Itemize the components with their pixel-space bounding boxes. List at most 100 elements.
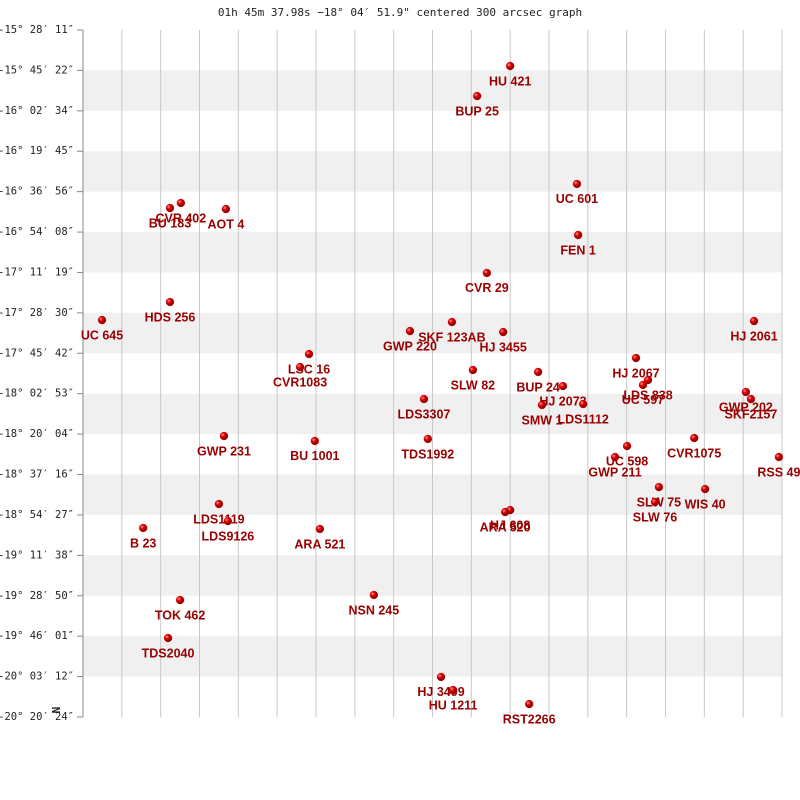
point-label: CVR 29 [465,281,509,295]
y-tick-label: -16° 36′ 56″ [0,186,74,198]
star [448,685,458,695]
point-label: BU 183 [149,216,191,230]
star [622,441,632,451]
y-tick-label: -18° 37′ 16″ [0,469,74,481]
star [774,452,784,462]
star [749,316,759,326]
point-label: TDS2040 [142,646,195,660]
chart-title: 01h 45m 37.98s −18° 04′ 51.9" centered 3… [218,6,582,19]
star [482,268,492,278]
point-label: ARA 521 [294,537,345,551]
y-tick-label: -16° 54′ 08″ [0,226,74,238]
point-label: TDS1992 [401,447,454,461]
y-tick-label: -19° 46′ 01″ [0,630,74,642]
star [573,230,583,240]
star [506,61,515,71]
y-tick-label: -16° 02′ 34″ [0,105,74,117]
star [741,387,751,397]
star [219,431,229,441]
star [610,452,620,462]
point-label: LDS3307 [398,407,451,421]
point-label: RST2266 [503,712,556,726]
star [436,672,446,682]
star [499,327,508,337]
point-label: ARA 520 [480,520,531,534]
point-label: GWP 202 [719,400,773,414]
star [295,362,305,372]
grid: -15° 28′ 11″ -15° 45′ 22″ -16° 02′ 34″ -16°… [0,24,783,723]
point-label: LDS 838 [623,388,672,402]
star [214,499,224,509]
y-tick-label: -17° 45′ 42″ [0,347,74,359]
star [690,433,699,443]
y-tick-label: -20° 20′ 24″ [0,711,74,723]
point-label: HJ 3455 [480,340,527,354]
point-label: AOT 4 [208,217,245,231]
star [139,523,148,533]
star [650,497,660,507]
y-tick-label: -20° 03′ 12″ [0,671,74,683]
star [447,317,457,327]
star [405,326,415,336]
point-label: GWP 211 [588,465,641,479]
y-tick-label: -18° 02′ 53″ [0,388,74,400]
point-label: SMW 1 [522,413,563,427]
point-label: SLW 76 [633,510,678,524]
star [473,91,482,101]
point-label: RSS 49 [757,465,800,479]
star [165,203,175,213]
point-label: SKF 123AB [418,330,485,344]
star [579,399,588,409]
point-label: SLW 82 [451,378,496,392]
y-tick-label: -16° 19′ 45″ [0,145,74,157]
star [315,524,325,534]
point-label: HJ 608 [490,518,530,532]
point-label: HJ 2061 [730,329,777,343]
star [223,516,232,526]
star [165,297,175,307]
star [572,179,582,189]
star [423,434,432,444]
star [746,394,756,404]
star [654,482,664,492]
star [310,436,319,446]
star [638,380,648,390]
point-label: B 23 [130,536,156,550]
point-label: CVR1083 [273,375,327,389]
star [163,633,173,643]
star [533,367,543,377]
star [419,394,429,404]
star [525,699,534,709]
star [97,315,107,325]
star [221,204,231,214]
y-tick-label: -15° 28′ 11″ [0,24,74,36]
point-label: UC 597 [622,393,664,407]
point-label: GWP 231 [197,444,251,458]
star [175,595,185,605]
point-label: LDS1112 [557,412,608,426]
point-label: LDS1119 [193,512,244,526]
y-tick-label: -19° 28′ 50″ [0,590,74,602]
point-label: NSN 245 [348,603,399,617]
point-label: BU 1001 [290,449,339,463]
star [468,365,478,375]
point-label: LDS9126 [201,529,254,543]
point-label: HU 421 [489,74,531,88]
star [700,484,710,494]
y-tick-label: -19° 11′ 38″ [0,549,74,561]
star [176,198,186,208]
point-label: HDS 256 [145,310,196,324]
y-tick-label: -17° 11′ 19″ [0,266,74,278]
star [369,590,379,600]
point-label: HJ 2073 [539,394,586,408]
point-label: BUP 25 [455,104,499,118]
point-label: HJ 3499 [417,685,464,699]
star [558,381,568,391]
point-label: CVR1075 [667,446,721,460]
y-tick-label: -18° 54′ 27″ [0,509,74,521]
star [643,375,653,385]
point-label: SKF2157 [725,407,778,421]
y-tick-label: -18° 20′ 04″ [0,428,74,440]
point-label: HJ 2067 [612,366,659,380]
